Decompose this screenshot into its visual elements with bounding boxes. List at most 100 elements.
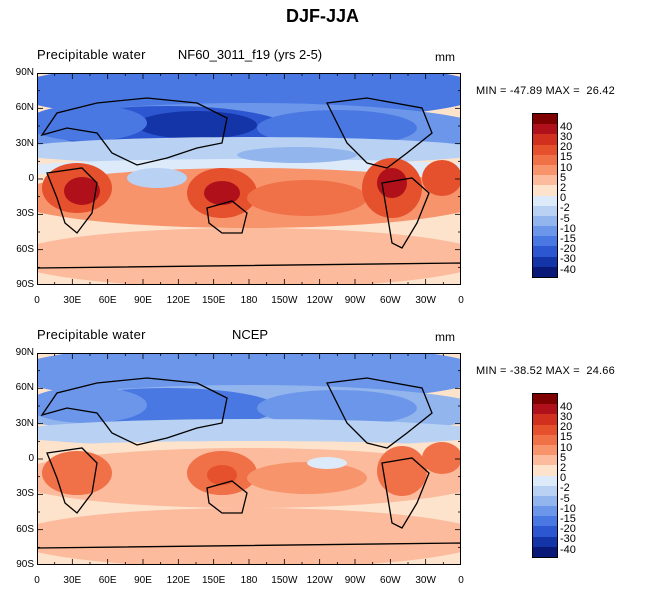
colorbar-swatch	[532, 154, 558, 165]
colorbar-swatch	[532, 124, 558, 135]
lon-label: 0	[34, 295, 40, 306]
coastline	[326, 97, 433, 169]
panel-model: Precipitable water NF60_3011_f19 (yrs 2-…	[0, 45, 645, 335]
colorbar-swatch	[532, 455, 558, 466]
colorbar-level-label: -2	[560, 202, 570, 215]
precipitable-water-map	[37, 73, 461, 285]
lat-label: 90S	[16, 559, 34, 570]
lat-label: 30N	[15, 137, 34, 149]
colorbar-swatch	[532, 495, 558, 507]
colorbar-level-label: 30	[560, 410, 573, 423]
lon-label: 120E	[166, 295, 190, 306]
lat-label: 0	[28, 453, 34, 464]
lon-label: 90E	[134, 295, 152, 306]
panel-dataset-label: NF60_3011_f19 (yrs 2-5)	[177, 47, 323, 62]
contour-fill-region	[422, 160, 461, 196]
lat-label: 60S	[16, 243, 34, 255]
colorbar-level-label: 10	[560, 161, 573, 174]
colorbar-swatch	[532, 164, 558, 176]
colorbar-level-label: 20	[560, 421, 573, 434]
colorbar	[532, 393, 558, 558]
colorbar-level-label: 2	[560, 181, 567, 194]
coastline	[326, 377, 433, 449]
colorbar-swatch	[532, 185, 558, 196]
coastline	[206, 200, 248, 234]
colorbar-level-label: -2	[560, 482, 570, 495]
panel-variable-label: Precipitable water	[37, 47, 146, 62]
contour-fill-region	[257, 110, 417, 146]
colorbar-level-label: -5	[560, 492, 570, 505]
coastline	[37, 542, 461, 565]
colorbar-swatch	[532, 236, 558, 247]
coastline	[381, 177, 430, 249]
coastline	[40, 97, 228, 166]
colorbar-swatch	[532, 444, 558, 456]
coastline	[206, 480, 248, 514]
panel-dataset-label: NCEP	[231, 327, 269, 342]
colorbar-swatch	[532, 465, 558, 476]
colorbar-swatch	[532, 404, 558, 415]
contour-fill-region	[37, 387, 147, 423]
colorbar-level-label: -30	[560, 533, 576, 546]
colorbar-level-label: 10	[560, 441, 573, 454]
contour-fill-region	[247, 180, 367, 216]
colorbar-level-label: -40	[560, 263, 576, 276]
colorbar-swatch	[532, 215, 558, 227]
colorbar-swatch	[532, 175, 558, 186]
colorbar-level-label: -10	[560, 222, 576, 235]
colorbar-swatch	[532, 516, 558, 527]
min-max-readout: MIN = -38.52 MAX = 24.66	[476, 365, 615, 377]
colorbar-level-label: -5	[560, 212, 570, 225]
colorbar-swatch	[532, 134, 558, 145]
lon-label: 30E	[63, 575, 82, 586]
min-max-readout: MIN = -47.89 MAX = 26.42	[476, 85, 615, 97]
lon-label: 150E	[201, 575, 226, 586]
lon-label: 30E	[63, 295, 82, 306]
coastline	[381, 457, 430, 529]
contour-fill-region	[257, 390, 417, 426]
colorbar-swatch	[532, 434, 558, 445]
lon-label: 150E	[201, 295, 226, 306]
lat-label: 30N	[15, 417, 34, 429]
lat-label: 60N	[15, 382, 34, 394]
lat-label: 60N	[15, 102, 34, 114]
lat-label: 0	[28, 173, 34, 184]
contour-fill-region	[207, 465, 237, 485]
precipitable-water-map	[37, 353, 461, 565]
colorbar-swatch	[532, 256, 558, 267]
panel-units-label: mm	[435, 330, 455, 344]
colorbar-swatch	[532, 144, 558, 155]
colorbar-swatch	[532, 195, 558, 206]
colorbar-level-label: -10	[560, 502, 576, 515]
lon-label: 180	[240, 295, 258, 306]
colorbar-level-label: 20	[560, 141, 573, 154]
contour-fill-region	[377, 168, 407, 198]
contour-fill-region	[37, 508, 461, 565]
lon-label: 60E	[98, 295, 117, 306]
colorbar-level-label: 30	[560, 130, 573, 143]
panel-units-label: mm	[435, 50, 455, 64]
map-svg	[37, 353, 461, 565]
lon-label: 120W	[306, 295, 333, 306]
map-frame	[37, 73, 461, 285]
colorbar-swatch	[532, 205, 558, 216]
contour-fill-region	[37, 228, 461, 285]
coastline	[46, 167, 98, 234]
lat-label: 90N	[15, 67, 34, 78]
colorbar-swatch	[532, 424, 558, 435]
colorbar-level-label: 40	[560, 400, 573, 413]
colorbar-level-label: -15	[560, 232, 576, 245]
colorbar-swatch	[532, 536, 558, 547]
lon-label: 0	[34, 575, 40, 586]
colorbar-swatch	[532, 393, 558, 405]
coastline	[40, 377, 228, 446]
lon-label: 180	[240, 575, 258, 586]
contour-fill-region	[37, 105, 147, 141]
colorbar-swatch	[532, 546, 558, 558]
map-frame	[37, 353, 461, 565]
contour-fill-region	[127, 168, 187, 188]
lon-label: 120E	[166, 575, 190, 586]
contour-fill-region	[237, 147, 357, 163]
colorbar-level-label: -20	[560, 243, 576, 256]
lon-label: 60W	[380, 575, 401, 586]
